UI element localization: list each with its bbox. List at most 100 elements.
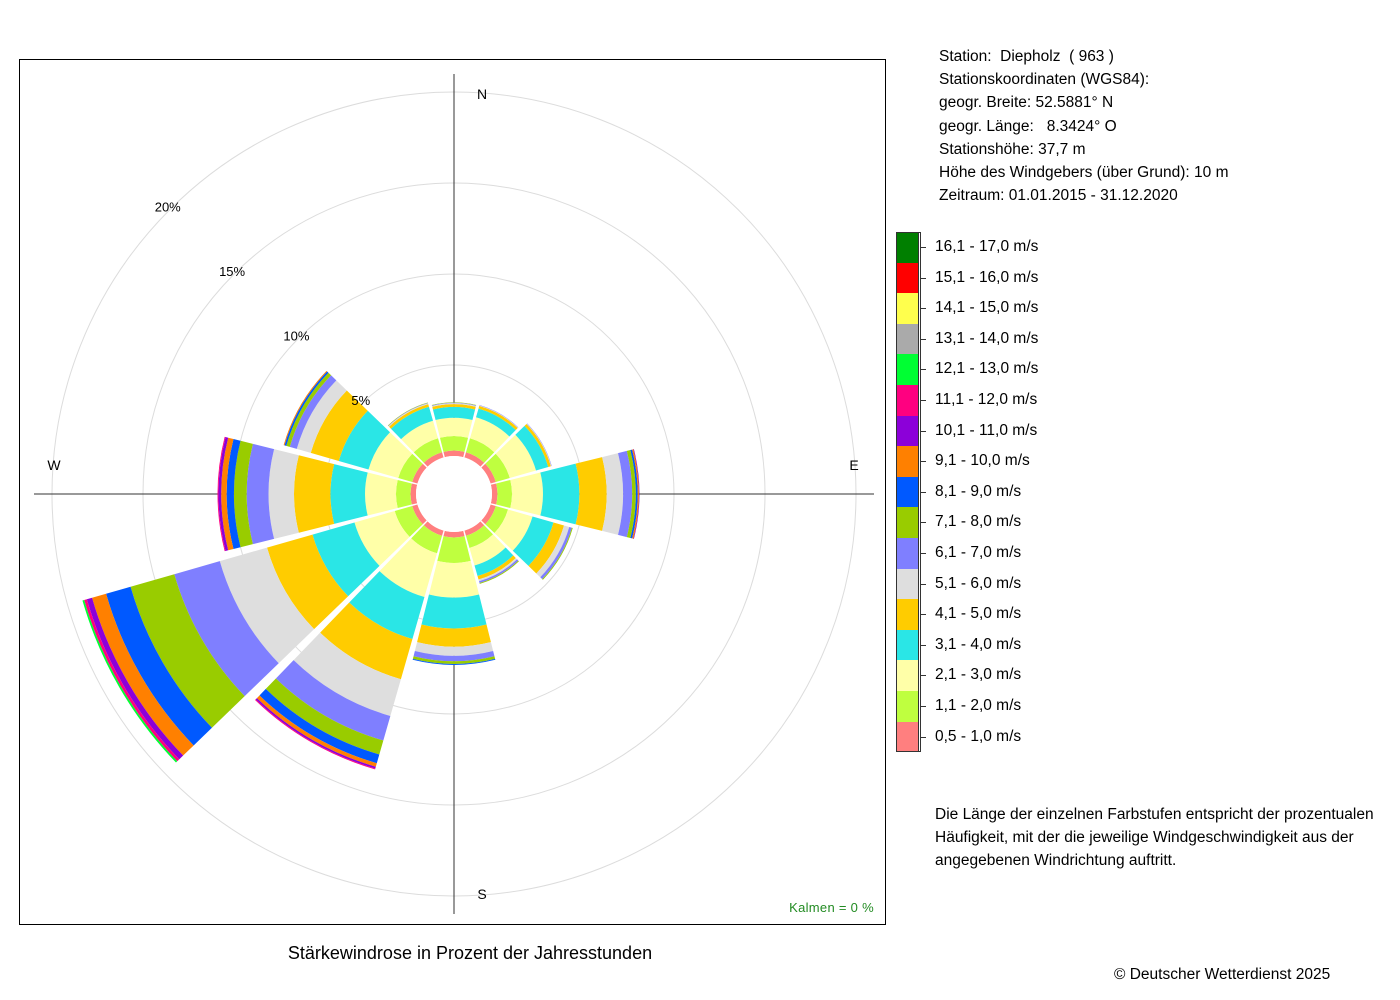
sector-band	[528, 522, 565, 574]
legend-label: 12,1 - 13,0 m/s	[935, 360, 1039, 378]
sector-band	[423, 521, 444, 536]
sector-band	[413, 650, 495, 662]
sector-band	[626, 450, 636, 538]
legend-tick	[920, 400, 926, 401]
legend-item: 16,1 - 17,0 m/s	[896, 232, 1096, 263]
legend-item: 0,5 - 1,0 m/s	[896, 721, 1096, 753]
legend-tick	[920, 644, 926, 646]
sector-band	[632, 449, 639, 539]
sector-band	[485, 505, 509, 534]
sector-band	[219, 547, 315, 664]
sector-band	[86, 597, 184, 760]
sector-band	[476, 408, 516, 437]
sector-band	[268, 449, 299, 539]
legend-item: 11,1 - 12,0 m/s	[896, 385, 1096, 416]
sector-band	[630, 449, 638, 539]
sector-band	[479, 559, 519, 584]
station-info-line: geogr. Breite: 52.5881° N	[939, 94, 1114, 112]
sector-band	[130, 574, 245, 728]
sector-band	[439, 435, 469, 452]
sector-330	[387, 402, 444, 467]
sector-band	[421, 594, 487, 629]
sector-band	[338, 410, 391, 470]
station-info-line: geogr. Länge: 8.3424° O	[939, 117, 1117, 135]
legend-tick	[920, 277, 926, 279]
legend-tick	[920, 491, 926, 493]
sector-band	[312, 522, 380, 597]
sector-band	[368, 432, 413, 479]
sector-band	[432, 406, 476, 421]
legend-tick	[920, 461, 926, 463]
sector-band	[490, 483, 498, 505]
legend-tick	[920, 522, 926, 524]
legend-tick	[920, 369, 926, 371]
legend-label: 6,1 - 7,0 m/s	[935, 544, 1022, 561]
cardinal-S: S	[477, 886, 486, 902]
legend-tick	[920, 553, 926, 554]
sector-band	[320, 602, 413, 680]
sector-band	[256, 695, 377, 767]
legend-tick	[920, 583, 926, 585]
sector-band	[465, 525, 494, 549]
sector-band	[494, 509, 533, 551]
sector-band	[395, 479, 412, 509]
sector-band	[478, 557, 518, 582]
sector-band	[618, 450, 633, 538]
sector-band	[414, 642, 494, 656]
station-info-line: Stationskoordinaten (WGS84):	[939, 71, 1150, 89]
sector-0	[431, 402, 477, 458]
legend-tick	[920, 308, 926, 310]
sector-240	[82, 504, 427, 763]
sector-band	[464, 521, 485, 536]
legend-tick	[920, 675, 926, 677]
sector-band	[496, 479, 513, 509]
sector-band	[379, 538, 438, 598]
sector-band	[464, 452, 485, 467]
legend-item: 15,1 - 16,0 m/s	[896, 262, 1096, 294]
legend-item: 7,1 - 8,0 m/s	[896, 507, 1096, 538]
sector-band	[423, 452, 444, 467]
sector-band	[417, 624, 491, 647]
sector-band	[401, 420, 439, 453]
legend-item: 3,1 - 4,0 m/s	[896, 629, 1096, 661]
legend-tick	[920, 614, 926, 616]
sector-band	[495, 434, 537, 479]
sector-band	[221, 437, 234, 551]
sector-band	[602, 453, 624, 535]
sector-band	[411, 525, 443, 554]
sector-band	[265, 678, 384, 755]
sector-band	[354, 510, 410, 566]
sector-band	[412, 656, 496, 664]
sector-band	[432, 403, 476, 407]
sector-band	[477, 555, 516, 580]
legend-tick	[920, 736, 926, 738]
legend-label: 8,1 - 9,0 m/s	[935, 482, 1022, 500]
sector-band	[515, 425, 549, 471]
station-info-line: Station: Diepholz ( 963 )	[939, 48, 1114, 65]
sector-band	[217, 436, 226, 552]
center-disk	[416, 456, 492, 532]
legend-label: 13,1 - 14,0 m/s	[935, 329, 1039, 347]
legend-label: 0,5 - 1,0 m/s	[935, 727, 1022, 745]
sector-band	[443, 450, 465, 458]
sector-band	[431, 402, 477, 406]
sector-band	[92, 593, 194, 756]
legend-label: 4,1 - 5,0 m/s	[935, 605, 1022, 623]
chart-title: Stärkewindrose in Prozent der Jahresstun…	[287, 943, 653, 963]
legend-label: 7,1 - 8,0 m/s	[935, 513, 1022, 531]
station-info-line: Höhe des Windgebers (über Grund): 10 m	[939, 164, 1229, 182]
legend-item: 14,1 - 15,0 m/s	[896, 293, 1096, 324]
sector-band	[469, 534, 506, 566]
sector-210	[255, 521, 444, 770]
sector-60	[481, 423, 552, 484]
sector-band	[485, 453, 510, 483]
sector-band	[512, 516, 554, 566]
ring-label: 20%	[155, 200, 181, 215]
sector-band	[540, 463, 580, 525]
sector-band	[259, 688, 380, 764]
legend-item: 2,1 - 3,0 m/s	[896, 660, 1096, 691]
sector-band	[481, 463, 496, 484]
sector-band	[234, 440, 253, 548]
sector-band	[469, 417, 510, 453]
sector-band	[412, 463, 427, 484]
